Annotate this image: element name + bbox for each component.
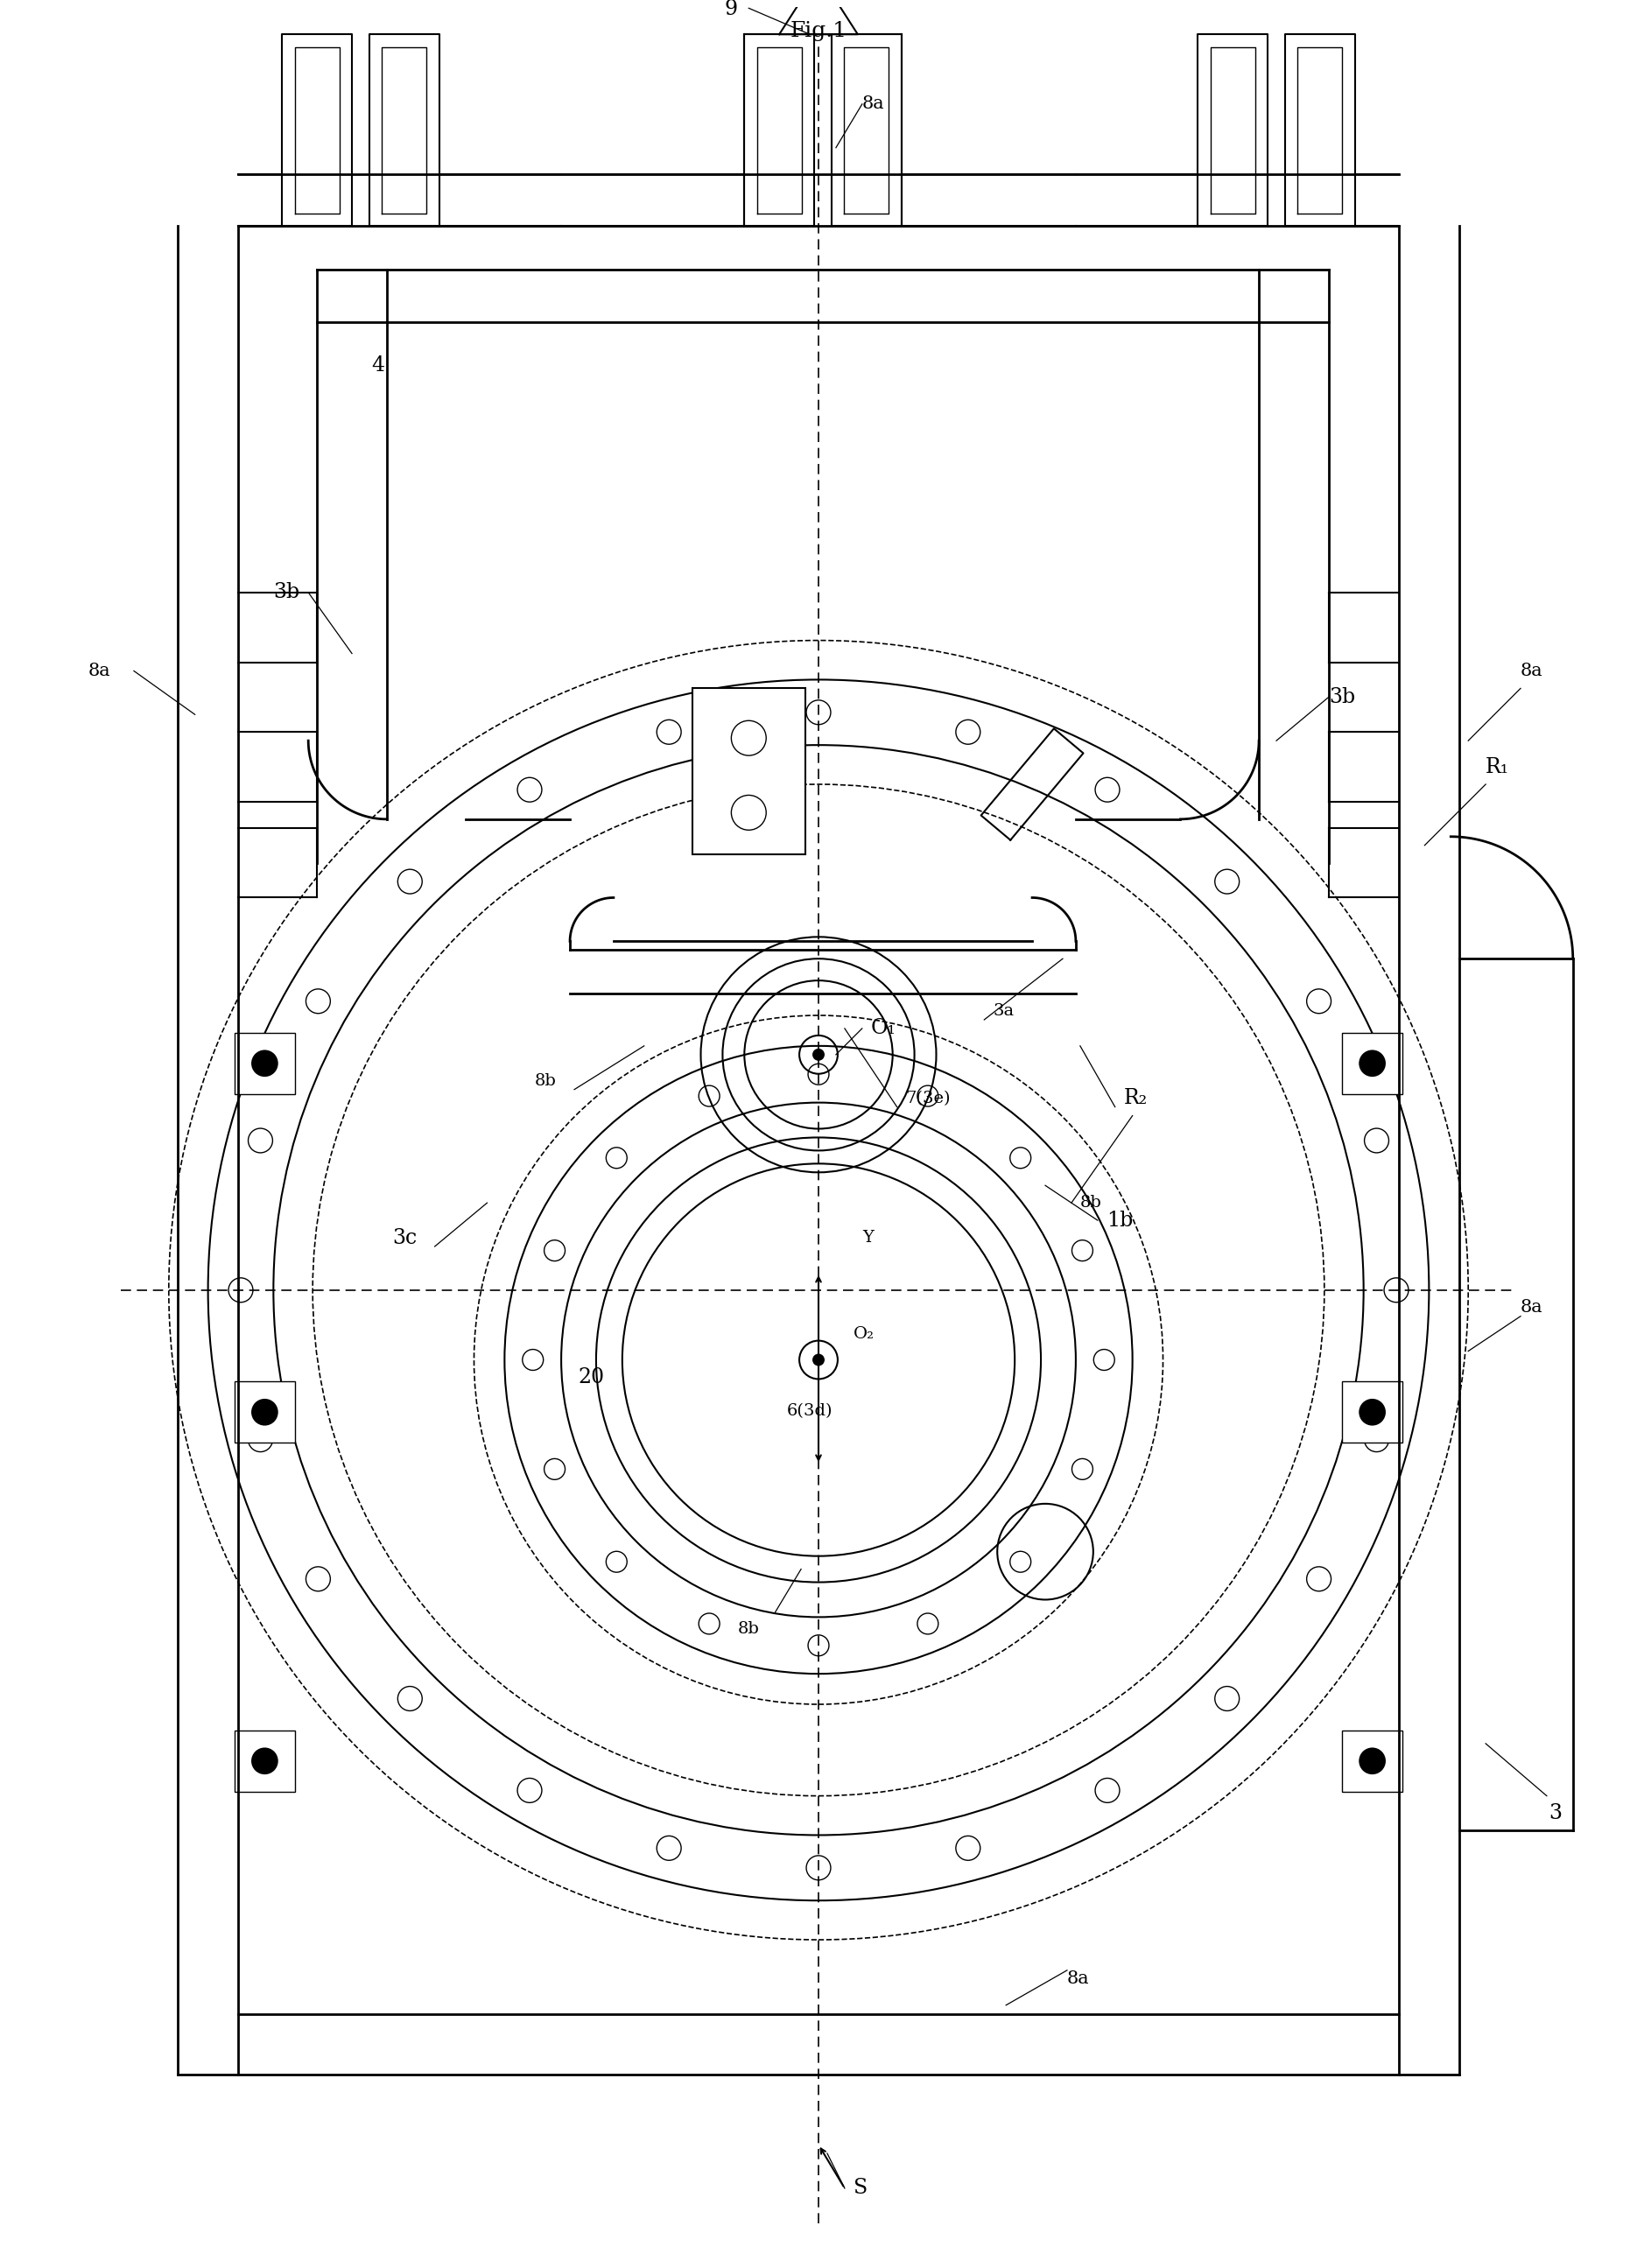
Bar xyxy=(1342,1381,1403,1442)
Bar xyxy=(234,1032,295,1093)
Text: 8b: 8b xyxy=(1080,1195,1102,1211)
Text: Y: Y xyxy=(863,1229,874,1245)
Text: 8a: 8a xyxy=(1521,1300,1544,1315)
Bar xyxy=(692,689,805,855)
Text: R₂: R₂ xyxy=(1123,1089,1148,1109)
Text: R₁: R₁ xyxy=(1486,758,1509,778)
Bar xyxy=(234,1381,295,1442)
Text: 4: 4 xyxy=(372,356,385,376)
Text: 3a: 3a xyxy=(994,1002,1013,1018)
Text: 9: 9 xyxy=(725,0,738,20)
Circle shape xyxy=(250,1050,278,1077)
Circle shape xyxy=(1359,1749,1387,1774)
Bar xyxy=(1342,1032,1403,1093)
Text: O₁: O₁ xyxy=(871,1018,895,1039)
Bar xyxy=(1342,1730,1403,1792)
Text: 8a: 8a xyxy=(863,95,884,113)
Text: 8b: 8b xyxy=(535,1073,557,1089)
Circle shape xyxy=(250,1399,278,1427)
Text: Fig.1: Fig.1 xyxy=(791,20,846,41)
Circle shape xyxy=(1359,1399,1387,1427)
Text: S: S xyxy=(853,2177,868,2198)
Text: 3b: 3b xyxy=(273,583,300,603)
Text: 3b: 3b xyxy=(1329,687,1355,708)
Text: 6(3d): 6(3d) xyxy=(787,1404,833,1420)
Text: 8a: 8a xyxy=(1521,662,1544,678)
Text: 8b: 8b xyxy=(738,1622,760,1637)
Text: 8a: 8a xyxy=(88,662,110,678)
Text: 7(3e): 7(3e) xyxy=(905,1091,951,1107)
Circle shape xyxy=(812,1354,825,1365)
Circle shape xyxy=(1359,1050,1387,1077)
Text: 1b: 1b xyxy=(1107,1211,1133,1229)
Text: 8a: 8a xyxy=(1067,1971,1090,1987)
Text: O₂: O₂ xyxy=(853,1327,874,1343)
Text: 3c: 3c xyxy=(393,1227,417,1247)
Bar xyxy=(234,1730,295,1792)
Text: 3: 3 xyxy=(1549,1803,1562,1823)
Circle shape xyxy=(812,1048,825,1061)
Circle shape xyxy=(250,1749,278,1774)
Text: 20: 20 xyxy=(578,1368,606,1388)
